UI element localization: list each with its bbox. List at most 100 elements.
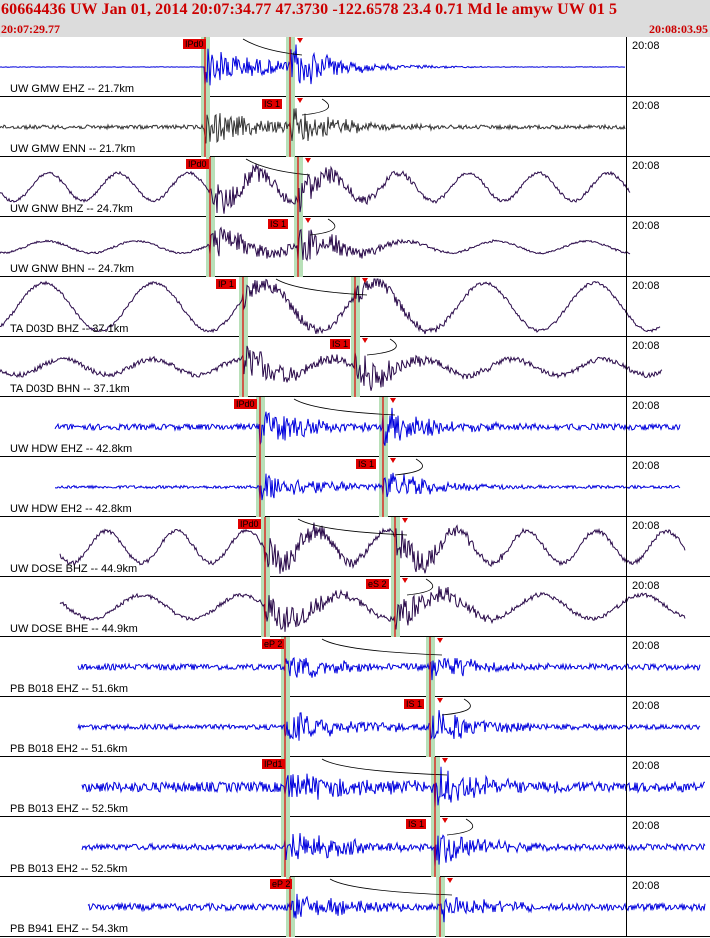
- waveform-line: [59, 522, 686, 574]
- phase-pick-tag[interactable]: IPd0: [183, 39, 206, 49]
- travel-time-curve: [275, 278, 368, 296]
- trace-row[interactable]: 20:08 IPd1 PB B013 EHZ -- 52.5km: [0, 757, 710, 817]
- phase-pick-tag[interactable]: eP 2: [270, 879, 293, 889]
- minute-tick: [626, 757, 627, 816]
- channel-label: UW GNW BHZ -- 24.7km: [10, 203, 133, 215]
- seismogram-panel[interactable]: 20:08 IPd0 UW GMW EHZ -- 21.7km 20:08 IS 1 UW…: [0, 37, 710, 938]
- travel-time-curve: [245, 158, 311, 176]
- minute-tick-label: 20:08: [632, 640, 660, 652]
- waveform-plot: [81, 817, 706, 877]
- trace-row[interactable]: 20:08 IS 1 PB B018 EH2 -- 51.6km: [0, 697, 710, 757]
- arrival-marker: [390, 398, 396, 403]
- phase-pick-tag[interactable]: IS 1: [262, 99, 283, 109]
- waveform-line: [87, 893, 706, 923]
- trace-row[interactable]: 20:08 IPd0 UW DOSE BHZ -- 44.9km: [0, 517, 710, 577]
- phase-pick-tag[interactable]: IPd0: [238, 519, 261, 529]
- travel-time-curve: [301, 98, 329, 116]
- phase-pick-tag[interactable]: IPd0: [186, 159, 209, 169]
- trace-row[interactable]: 20:08 IS 1 UW GNW BHN -- 24.7km: [0, 217, 710, 277]
- waveform-line: [77, 656, 701, 681]
- waveform-plot: [0, 277, 661, 337]
- channel-label: PB B941 EHZ -- 54.3km: [10, 923, 128, 935]
- arrival-marker: [402, 578, 408, 583]
- minute-tick: [626, 277, 627, 336]
- minute-tick: [626, 817, 627, 876]
- minute-tick: [626, 637, 627, 696]
- phase-pick-tag[interactable]: IS 1: [404, 699, 425, 709]
- minute-tick: [626, 877, 627, 936]
- waveform-line: [0, 226, 631, 262]
- waveform-line: [0, 44, 626, 86]
- channel-label: TA D03D BHN -- 37.1km: [10, 383, 130, 395]
- channel-label: PB B013 EHZ -- 52.5km: [10, 803, 128, 815]
- phase-pick-tag[interactable]: IS 1: [330, 339, 351, 349]
- minute-tick: [626, 157, 627, 216]
- event-header: 60664436 UW Jan 01, 2014 20:07:34.77 47.…: [0, 0, 710, 37]
- waveform-plot: [87, 877, 706, 937]
- minute-tick: [626, 37, 627, 96]
- channel-label: UW GMW ENN -- 21.7km: [10, 143, 136, 155]
- channel-label: TA D03D BHZ -- 37.1km: [10, 323, 129, 335]
- arrival-marker: [402, 518, 408, 523]
- arrival-marker: [442, 758, 448, 763]
- minute-tick-label: 20:08: [632, 100, 660, 112]
- waveform-line: [77, 710, 701, 741]
- travel-time-curve: [242, 38, 303, 56]
- minute-tick: [626, 457, 627, 516]
- phase-pick-tag[interactable]: eS 2: [366, 579, 389, 589]
- trace-row[interactable]: 20:08 eS 2 UW DOSE BHE -- 44.9km: [0, 577, 710, 637]
- minute-tick-label: 20:08: [632, 40, 660, 52]
- phase-pick-tag[interactable]: IS 1: [268, 219, 289, 229]
- arrival-marker: [437, 638, 443, 643]
- trace-row[interactable]: 20:08 IS 1 UW GMW ENN -- 21.7km: [0, 97, 710, 157]
- event-title: 60664436 UW Jan 01, 2014 20:07:34.77 47.…: [1, 1, 618, 18]
- trace-row[interactable]: 20:08 IPd0 UW HDW EHZ -- 42.8km: [0, 397, 710, 457]
- minute-tick-label: 20:08: [632, 400, 660, 412]
- travel-time-curve: [329, 878, 453, 896]
- waveform-plot: [77, 637, 701, 697]
- phase-pick-tag[interactable]: IS 1: [356, 459, 377, 469]
- phase-pick-tag[interactable]: IPd0: [234, 399, 257, 409]
- phase-pick-tag[interactable]: IPd1: [262, 759, 285, 769]
- arrival-marker: [442, 818, 448, 823]
- channel-label: UW GMW EHZ -- 21.7km: [10, 83, 135, 95]
- channel-label: PB B018 EHZ -- 51.6km: [10, 683, 128, 695]
- waveform-plot: [0, 217, 631, 277]
- waveform-plot: [0, 37, 626, 97]
- channel-label: UW DOSE BHE -- 44.9km: [10, 623, 138, 635]
- channel-label: PB B018 EH2 -- 51.6km: [10, 743, 128, 755]
- waveform-plot: [0, 337, 663, 397]
- waveform-line: [81, 833, 706, 867]
- waveform-line: [0, 278, 661, 335]
- trace-row[interactable]: 20:08 IP 1 TA D03D BHZ -- 37.1km: [0, 277, 710, 337]
- phase-pick-tag[interactable]: IS 1: [406, 819, 427, 829]
- arrival-marker: [447, 878, 453, 883]
- trace-row[interactable]: 20:08 IPd0 UW GMW EHZ -- 21.7km: [0, 37, 710, 97]
- channel-label: PB B013 EH2 -- 52.5km: [10, 863, 128, 875]
- trace-row[interactable]: 20:08 IPd0 UW GNW BHZ -- 24.7km: [0, 157, 710, 217]
- travel-time-curve: [441, 698, 471, 716]
- phase-pick-tag[interactable]: IP 1: [216, 279, 236, 289]
- minute-tick: [626, 217, 627, 276]
- minute-tick-label: 20:08: [632, 880, 660, 892]
- travel-time-curve: [293, 398, 396, 416]
- waveform-plot: [59, 577, 686, 637]
- travel-time-curve: [321, 638, 443, 656]
- channel-label: UW GNW BHN -- 24.7km: [10, 263, 135, 275]
- phase-pick-tag[interactable]: eP 2: [262, 639, 285, 649]
- travel-time-curve: [446, 818, 474, 836]
- trace-row[interactable]: 20:08 eP 2 PB B018 EHZ -- 51.6km: [0, 637, 710, 697]
- trace-row[interactable]: 20:08 eP 2 PB B941 EHZ -- 54.3km: [0, 877, 710, 937]
- travel-time-curve: [366, 338, 397, 356]
- minute-tick-label: 20:08: [632, 520, 660, 532]
- trace-row[interactable]: 20:08 IS 1 UW HDW EH2 -- 42.8km: [0, 457, 710, 517]
- waveform-plot: [0, 97, 626, 157]
- waveform-plot: [81, 757, 705, 817]
- window-start-time: 20:07:29.77: [1, 22, 60, 36]
- waveform-line: [0, 345, 663, 391]
- channel-label: UW DOSE BHZ -- 44.9km: [10, 563, 138, 575]
- trace-row[interactable]: 20:08 IS 1 PB B013 EH2 -- 52.5km: [0, 817, 710, 877]
- trace-row[interactable]: 20:08 IS 1 TA D03D BHN -- 37.1km: [0, 337, 710, 397]
- travel-time-curve: [406, 578, 434, 596]
- arrival-marker: [297, 38, 303, 43]
